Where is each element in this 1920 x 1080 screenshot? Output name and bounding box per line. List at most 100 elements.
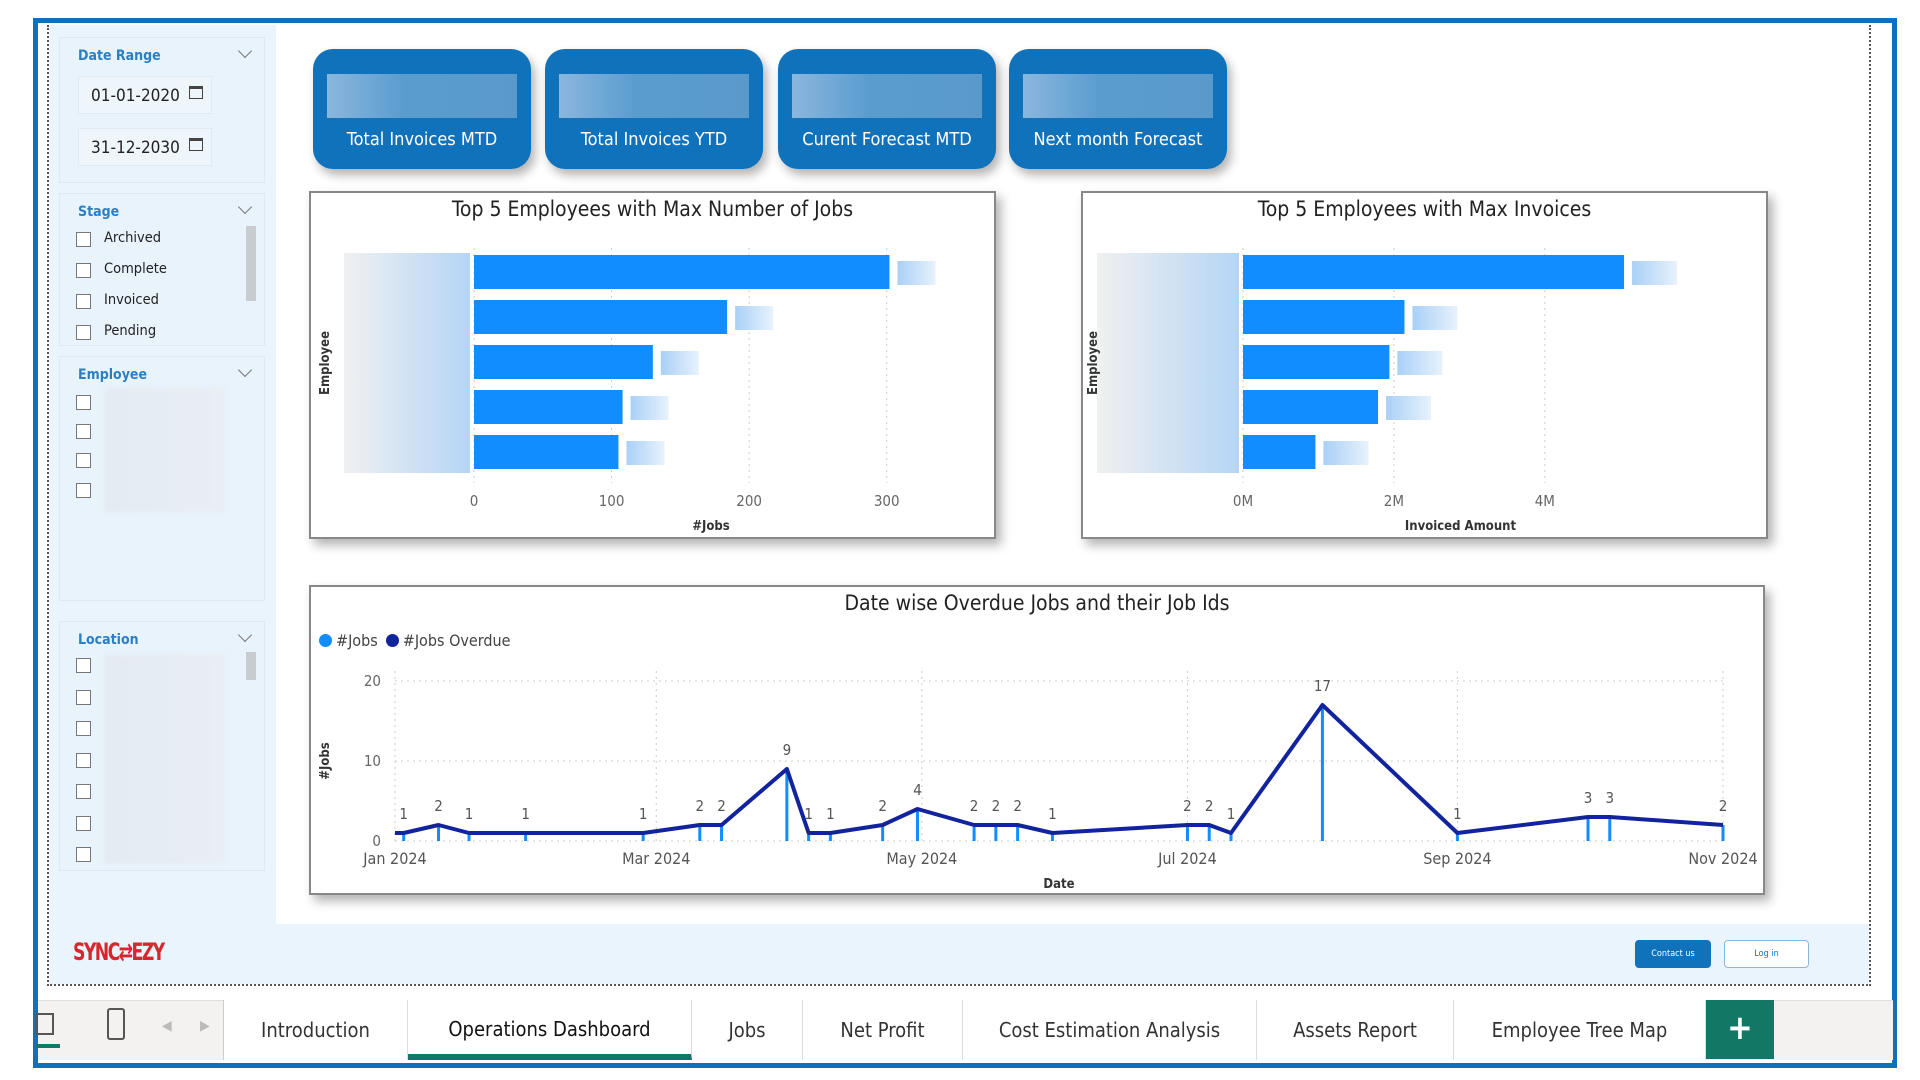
data-label: 3 — [1584, 789, 1593, 807]
stage-title: Stage — [78, 204, 120, 220]
legend-overdue-label: #Jobs Overdue — [402, 631, 511, 650]
kpi-card-next-month-forecast[interactable]: Next month Forecast — [1009, 49, 1227, 169]
tab-introduction[interactable]: Introduction — [223, 1000, 408, 1060]
syncezy-logo: SYNC⇄EZY — [73, 938, 165, 966]
invoices-bar-chart[interactable]: Top 5 Employees with Max Invoices 0M 2M 4M… — [1081, 191, 1768, 539]
data-label: 1 — [521, 805, 530, 823]
tab-assets-report[interactable]: Assets Report — [1257, 1000, 1454, 1060]
data-label: 9 — [783, 741, 792, 759]
desktop-view-icon[interactable] — [36, 1013, 54, 1035]
data-label: 2 — [717, 797, 726, 815]
bar — [1243, 435, 1316, 469]
line-chart-svg: 0 10 20 Jan 2024 Mar 2024 May 2024 Jul 2024 Sep… — [318, 671, 1758, 892]
x-tick-label: 100 — [599, 492, 625, 510]
scrollbar[interactable] — [246, 652, 256, 680]
location-checkbox[interactable] — [76, 690, 91, 705]
data-label-redacted — [735, 306, 774, 330]
stage-slicer: Stage Archived Complete Invoiced Pending — [59, 193, 265, 346]
tab-employee-tree-map[interactable]: Employee Tree Map — [1454, 1000, 1706, 1060]
overdue-line — [395, 703, 1724, 835]
kpi-value-redacted — [327, 74, 517, 118]
y-tick-label: 20 — [364, 672, 381, 690]
jobs-bar-chart[interactable]: Top 5 Employees with Max Number of Jobs … — [309, 191, 996, 539]
location-checkbox[interactable] — [76, 784, 91, 799]
end-date-input[interactable]: 31-12-2030 — [78, 128, 212, 166]
data-label: 2 — [878, 797, 887, 815]
next-page-icon[interactable]: ▶ — [200, 1018, 210, 1034]
x-tick-label: 0M — [1233, 492, 1253, 510]
bar-chart-svg: 0M 2M 4M Invoiced Amount Employee — [1086, 248, 1678, 534]
legend-overdue-marker — [385, 634, 399, 647]
legend-jobs-label: #Jobs — [336, 631, 378, 650]
date-range-slicer: Date Range 01-01-2020 31-12-2030 — [59, 37, 265, 183]
end-date-value: 31-12-2030 — [91, 138, 180, 158]
x-tick-label: May 2024 — [886, 849, 957, 868]
x-tick-label: 0 — [470, 492, 479, 510]
x-tick-label: Sep 2024 — [1423, 849, 1491, 868]
y-tick-label: 0 — [372, 832, 381, 850]
data-label: 3 — [1605, 789, 1614, 807]
x-axis-title: #Jobs — [692, 519, 730, 534]
log-in-button[interactable]: Log in — [1724, 940, 1809, 968]
data-label: 1 — [1048, 805, 1057, 823]
kpi-card-current-forecast-mtd[interactable]: Curent Forecast MTD — [778, 49, 996, 169]
start-date-input[interactable]: 01-01-2020 — [78, 76, 212, 114]
bar — [1243, 300, 1405, 334]
employee-checkbox[interactable] — [76, 453, 91, 468]
tab-operations-dashboard[interactable]: Operations Dashboard — [408, 1000, 692, 1060]
canvas-border — [47, 25, 1871, 986]
location-slicer: Location — [59, 621, 265, 871]
tab-jobs[interactable]: Jobs — [692, 1000, 803, 1060]
location-checkbox[interactable] — [76, 847, 91, 862]
kpi-label: Total Invoices YTD — [580, 129, 728, 150]
employee-names-redacted — [1097, 253, 1239, 473]
x-tick-label: 300 — [874, 492, 900, 510]
location-checkbox[interactable] — [76, 816, 91, 831]
add-page-button[interactable]: + — [1706, 1000, 1774, 1059]
calendar-icon[interactable] — [189, 138, 203, 151]
data-label-redacted — [660, 351, 699, 375]
x-axis-title: Invoiced Amount — [1405, 519, 1517, 534]
checkbox-complete[interactable] — [76, 263, 91, 278]
kpi-value-redacted — [792, 74, 982, 118]
checkbox-pending[interactable] — [76, 325, 91, 340]
data-label: 2 — [992, 797, 1001, 815]
data-label-redacted — [626, 441, 665, 465]
checkbox-invoiced[interactable] — [76, 294, 91, 309]
x-tick-label: 4M — [1535, 492, 1555, 510]
previous-page-icon[interactable]: ◀ — [162, 1018, 172, 1034]
bar — [474, 345, 653, 379]
location-checkbox[interactable] — [76, 753, 91, 768]
scrollbar[interactable] — [246, 226, 256, 301]
employee-checkbox[interactable] — [76, 395, 91, 410]
data-label: 2 — [434, 797, 443, 815]
data-label: 2 — [1719, 797, 1728, 815]
y-tick-label: 10 — [364, 752, 381, 770]
kpi-value-redacted — [559, 74, 749, 118]
mobile-view-icon[interactable] — [107, 1008, 125, 1040]
calendar-icon[interactable] — [189, 86, 203, 99]
data-label-redacted — [1386, 396, 1432, 420]
location-checkbox[interactable] — [76, 721, 91, 736]
x-axis-title: Date — [1043, 877, 1074, 892]
overdue-jobs-line-chart[interactable]: Date wise Overdue Jobs and their Job Ids… — [309, 585, 1765, 895]
location-checkbox[interactable] — [76, 658, 91, 673]
bar — [1243, 390, 1379, 424]
bar — [474, 255, 890, 289]
employee-checkbox[interactable] — [76, 424, 91, 439]
data-label: 17 — [1314, 677, 1331, 695]
employee-checkbox[interactable] — [76, 483, 91, 498]
employee-names-redacted — [344, 253, 470, 473]
option-label: Invoiced — [104, 292, 159, 308]
contact-us-button[interactable]: Contact us — [1635, 940, 1711, 968]
data-label-redacted — [630, 396, 669, 420]
tab-cost-estimation-analysis[interactable]: Cost Estimation Analysis — [963, 1000, 1257, 1060]
data-label: 2 — [970, 797, 979, 815]
tab-net-profit[interactable]: Net Profit — [803, 1000, 963, 1060]
checkbox-archived[interactable] — [76, 232, 91, 247]
chart-title: Date wise Overdue Jobs and their Job Ids — [844, 591, 1230, 615]
kpi-card-total-invoices-ytd[interactable]: Total Invoices YTD — [545, 49, 763, 169]
bar-chart-svg: 0 100 200 300 #Jobs Employee — [318, 248, 936, 534]
kpi-card-total-invoices-mtd[interactable]: Total Invoices MTD — [313, 49, 531, 169]
date-range-title: Date Range — [78, 48, 161, 64]
